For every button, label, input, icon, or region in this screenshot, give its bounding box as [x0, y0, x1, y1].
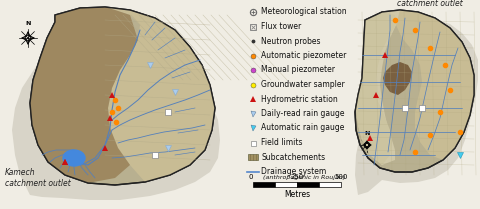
Ellipse shape: [63, 150, 85, 166]
Polygon shape: [356, 10, 400, 165]
Text: 250: 250: [290, 174, 304, 180]
Bar: [319, 182, 341, 187]
Text: N: N: [364, 131, 370, 136]
Text: Kamech
catchment outlet: Kamech catchment outlet: [5, 168, 71, 188]
Text: Daily-read rain gauge: Daily-read rain gauge: [261, 109, 345, 118]
Text: Subcatchements: Subcatchements: [261, 153, 325, 162]
Bar: [253, 182, 275, 187]
Text: Flux tower: Flux tower: [261, 22, 301, 31]
Text: Meteorological station: Meteorological station: [261, 8, 347, 17]
Text: Drainage system: Drainage system: [261, 167, 326, 176]
Polygon shape: [355, 10, 474, 172]
Text: (anthropogenic in Roujan): (anthropogenic in Roujan): [263, 175, 346, 180]
Polygon shape: [395, 10, 474, 160]
Text: Automatic rain gauge: Automatic rain gauge: [261, 124, 344, 133]
Text: Automatic piezometer: Automatic piezometer: [261, 51, 347, 60]
Text: Neutron probes: Neutron probes: [261, 37, 321, 46]
Bar: [297, 182, 319, 187]
Polygon shape: [105, 7, 215, 182]
Text: 0: 0: [249, 174, 253, 180]
Text: Metres: Metres: [284, 190, 310, 199]
Bar: [248, 154, 258, 160]
Polygon shape: [355, 20, 478, 195]
Polygon shape: [356, 12, 396, 165]
Polygon shape: [12, 28, 220, 200]
Text: Manual piezometer: Manual piezometer: [261, 65, 335, 74]
Text: 500: 500: [334, 174, 348, 180]
Text: Roujan
catchment outlet: Roujan catchment outlet: [397, 0, 463, 8]
Text: Groundwater sampler: Groundwater sampler: [261, 80, 345, 89]
Text: Field limits: Field limits: [261, 138, 302, 147]
Polygon shape: [30, 7, 215, 185]
Bar: [275, 182, 297, 187]
Text: Hydrometric station: Hydrometric station: [261, 94, 338, 103]
Polygon shape: [30, 7, 138, 183]
Text: N: N: [25, 21, 31, 26]
Polygon shape: [383, 62, 412, 95]
